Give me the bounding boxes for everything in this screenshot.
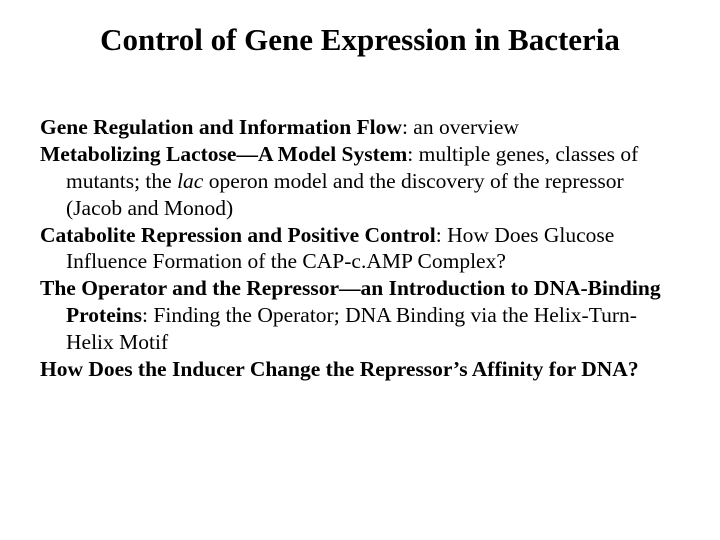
topic-body: : an overview <box>402 115 519 139</box>
topic-heading: Gene Regulation and Information Flow <box>40 115 402 139</box>
page-title: Control of Gene Expression in Bacteria <box>40 22 680 58</box>
topic-body: : Finding the Operator; DNA Binding via … <box>66 303 637 354</box>
topic-operator-repressor: The Operator and the Repressor—an Introd… <box>40 275 680 356</box>
topic-heading: How Does the Inducer Change the Represso… <box>40 357 639 381</box>
topic-inducer: How Does the Inducer Change the Represso… <box>40 356 680 383</box>
topic-metabolizing-lactose: Metabolizing Lactose—A Model System: mul… <box>40 141 680 222</box>
topic-heading: Metabolizing Lactose—A Model System <box>40 142 407 166</box>
topic-italic: lac <box>177 169 203 193</box>
topic-list: Gene Regulation and Information Flow: an… <box>40 114 680 383</box>
topic-catabolite-repression: Catabolite Repression and Positive Contr… <box>40 222 680 276</box>
topic-gene-regulation: Gene Regulation and Information Flow: an… <box>40 114 680 141</box>
topic-heading: Catabolite Repression and Positive Contr… <box>40 223 436 247</box>
